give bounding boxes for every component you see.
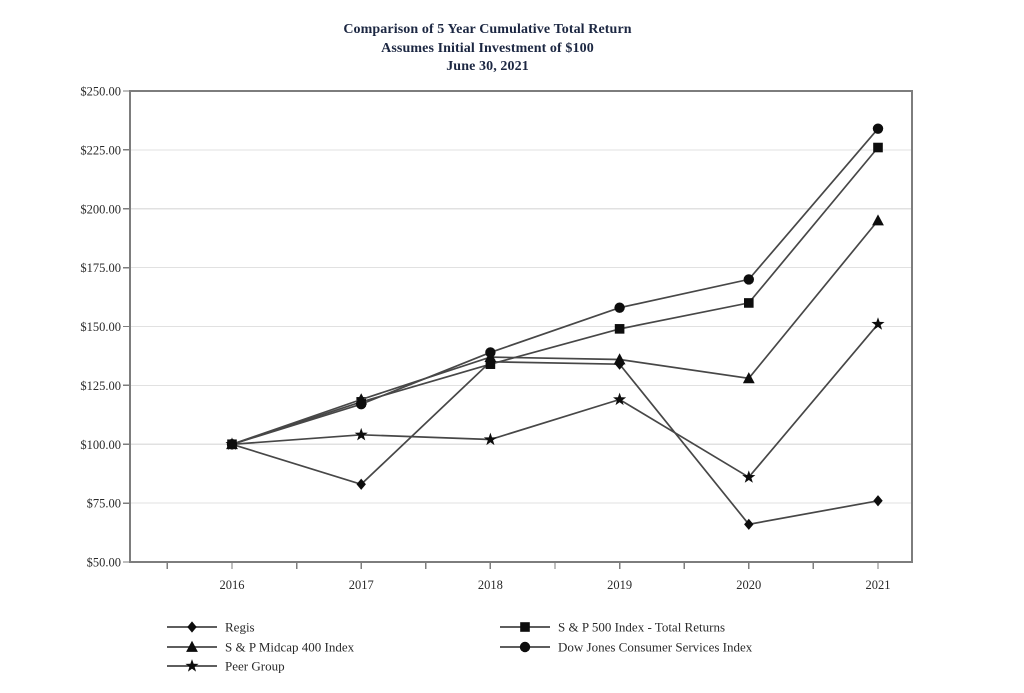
legend-label: Regis — [225, 620, 255, 635]
series-line — [231, 219, 879, 446]
marker-circle-2020 — [743, 274, 754, 285]
series-regis — [227, 356, 883, 530]
marker-circle-2018 — [485, 347, 496, 358]
marker-diamond-2020 — [744, 518, 754, 530]
marker-star-2021 — [871, 317, 885, 330]
x-axis-label: 2019 — [607, 578, 632, 592]
marker-star-2018 — [483, 432, 497, 446]
legend-label: S & P Midcap 400 Index — [225, 640, 355, 655]
legend-marker-triangle-icon — [186, 640, 198, 652]
y-axis-label: $150.00 — [80, 320, 121, 334]
marker-square-2018 — [485, 359, 496, 369]
y-axis-label: $175.00 — [80, 261, 121, 275]
series-line — [231, 323, 879, 479]
legend — [167, 621, 550, 672]
chart-title-line1: Comparison of 5 Year Cumulative Total Re… — [343, 22, 632, 37]
series-line — [231, 146, 879, 446]
y-axis-label: $125.00 — [80, 379, 121, 393]
marker-circle-2021 — [872, 123, 884, 134]
axis-ticks — [123, 90, 879, 569]
marker-circle-2019 — [614, 302, 625, 313]
marker-circle-2016 — [226, 439, 238, 450]
marker-triangle-2021 — [872, 214, 884, 226]
marker-diamond-2021 — [873, 495, 883, 507]
legend-item-regis — [167, 621, 217, 633]
marker-star-2020 — [742, 470, 756, 483]
y-axis-label: $200.00 — [80, 202, 121, 216]
legend-label: S & P 500 Index - Total Returns — [558, 620, 725, 635]
marker-star-2019 — [613, 392, 627, 406]
series-peer-group — [225, 317, 885, 483]
legend-item-s-p-midcap-400-index — [167, 640, 217, 652]
series-s-p-500-index-total-returns — [227, 142, 883, 450]
marker-triangle-2019 — [613, 353, 626, 365]
legend-marker-star-icon — [185, 659, 199, 672]
x-axis-label: 2021 — [866, 578, 891, 592]
marker-diamond-2017 — [356, 478, 366, 490]
y-axis-label: $100.00 — [80, 438, 121, 452]
legend-item-peer-group — [167, 659, 217, 672]
chart-title-line2: Assumes Initial Investment of $100 — [381, 40, 594, 56]
legend-marker-diamond-icon — [187, 621, 197, 633]
chart-title-line3: June 30, 2021 — [446, 59, 529, 74]
y-axis-label: $50.00 — [87, 556, 121, 570]
y-axis-label: $225.00 — [80, 143, 121, 157]
legend-label: Peer Group — [225, 659, 285, 674]
legend-item-dow-jones-consumer-services-index — [500, 641, 550, 653]
legend-item-s-p-500-index-total-returns — [500, 622, 550, 632]
legend-marker-circle-icon — [519, 641, 531, 653]
x-axis-label: 2016 — [220, 578, 245, 592]
legend-marker-square-icon — [520, 622, 530, 632]
series-line — [231, 128, 879, 446]
x-axis-label: 2020 — [736, 578, 761, 592]
marker-triangle-2020 — [742, 372, 755, 384]
marker-star-2017 — [354, 427, 368, 441]
series-line — [231, 360, 879, 526]
gridlines — [130, 149, 912, 504]
series-dow-jones-consumer-services-index — [226, 123, 884, 450]
y-axis-label: $75.00 — [87, 497, 121, 511]
marker-square-2021 — [873, 142, 883, 153]
legend-label: Dow Jones Consumer Services Index — [558, 640, 753, 655]
marker-square-2020 — [744, 298, 754, 308]
marker-square-2019 — [614, 324, 625, 334]
x-axis-label: 2018 — [478, 578, 503, 592]
chart-title-block: Comparison of 5 Year Cumulative Total Re… — [0, 21, 975, 77]
marker-circle-2017 — [356, 399, 367, 410]
y-axis-label: $250.00 — [80, 85, 121, 99]
x-axis-label: 2017 — [349, 578, 374, 592]
